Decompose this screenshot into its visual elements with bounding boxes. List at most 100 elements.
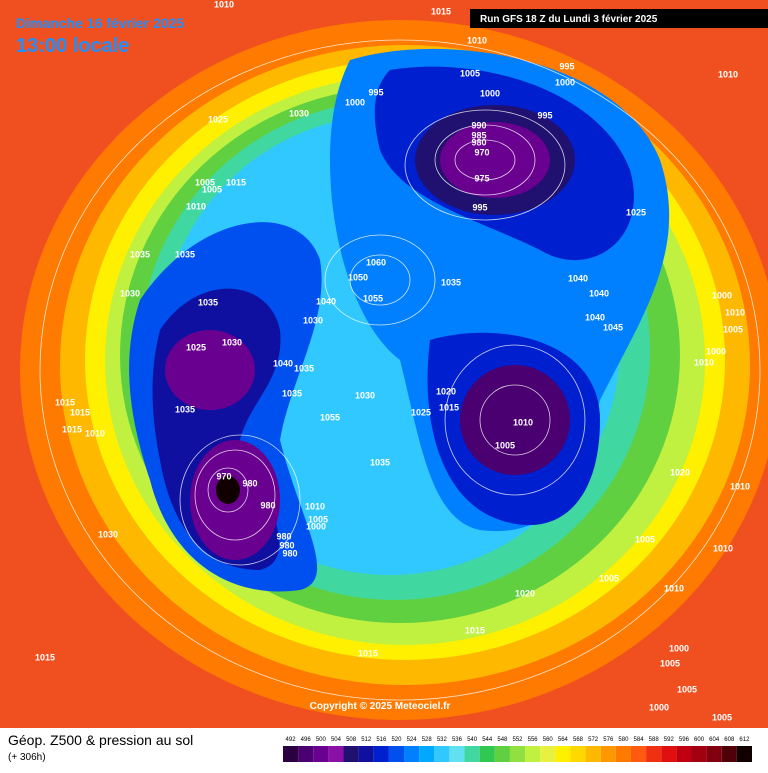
isobar-label: 1040 bbox=[585, 312, 605, 322]
isobar-label: 1035 bbox=[198, 297, 218, 307]
isobar-label: 1010 bbox=[467, 35, 487, 45]
scale-swatch bbox=[600, 746, 616, 762]
isobar-label: 1005 bbox=[712, 712, 732, 722]
scale-label: 524 bbox=[407, 737, 418, 743]
isobar-label: 1000 bbox=[706, 346, 726, 356]
scale-label: 544 bbox=[482, 737, 493, 743]
scale-label: 516 bbox=[376, 737, 387, 743]
isobar-label: 1015 bbox=[431, 6, 451, 16]
isobar-label: 1000 bbox=[345, 97, 365, 107]
scale-label: 548 bbox=[497, 737, 508, 743]
isobar-label: 1040 bbox=[273, 358, 293, 368]
low-center bbox=[216, 476, 240, 504]
scale-label: 576 bbox=[603, 737, 614, 743]
isobar-label: 1055 bbox=[363, 293, 383, 303]
scale-label: 508 bbox=[346, 737, 357, 743]
isobar-label: 1030 bbox=[303, 315, 323, 325]
scale-label: 588 bbox=[649, 737, 660, 743]
scale-label: 504 bbox=[331, 737, 342, 743]
isobar-label: 1035 bbox=[130, 249, 150, 259]
scale-swatch bbox=[706, 746, 722, 762]
isobar-label: 1010 bbox=[664, 583, 684, 593]
isobar-label: 1035 bbox=[175, 249, 195, 259]
footer: Géop. Z500 & pression au sol (+ 306h) 49… bbox=[0, 728, 768, 768]
scale-label: 600 bbox=[694, 737, 705, 743]
isobar-label: 1010 bbox=[694, 357, 714, 367]
isobar-label: 1035 bbox=[294, 363, 314, 373]
scale-swatch bbox=[434, 746, 450, 762]
isobar-label: 1030 bbox=[289, 108, 309, 118]
isobar-label: 1025 bbox=[208, 114, 228, 124]
scale-swatch bbox=[615, 746, 631, 762]
scale-label: 556 bbox=[528, 737, 539, 743]
scale-swatch bbox=[555, 746, 571, 762]
isobar-label: 1010 bbox=[718, 69, 738, 79]
scale-swatch bbox=[358, 746, 374, 762]
scale-label: 564 bbox=[558, 737, 569, 743]
isobar-label: 1005 bbox=[677, 684, 697, 694]
scale-swatch bbox=[388, 746, 405, 762]
isobar-label: 980 bbox=[276, 531, 291, 541]
scale-label: 560 bbox=[543, 737, 554, 743]
isobar-label: 1015 bbox=[62, 424, 82, 434]
isobar-label: 1035 bbox=[441, 277, 461, 287]
isobar-label: 1010 bbox=[725, 307, 745, 317]
scale-label: 608 bbox=[724, 737, 735, 743]
isobar-label: 995 bbox=[537, 110, 552, 120]
isobar-label: 1000 bbox=[555, 77, 575, 87]
scale-label: 568 bbox=[573, 737, 584, 743]
isobar-label: 1035 bbox=[370, 457, 390, 467]
isobar-label: 1000 bbox=[669, 643, 689, 653]
scale-swatch bbox=[585, 746, 601, 762]
isobar-label: 1010 bbox=[85, 428, 105, 438]
scale-label: 580 bbox=[618, 737, 629, 743]
isobar-label: 1040 bbox=[316, 296, 336, 306]
isobar-label: 1040 bbox=[589, 288, 609, 298]
scale-swatch bbox=[525, 746, 541, 762]
scale-swatch bbox=[479, 746, 495, 762]
isobar-label: 1015 bbox=[35, 652, 55, 662]
isobar-label: 980 bbox=[279, 540, 294, 550]
contour-band bbox=[440, 122, 550, 198]
lead-time: (+ 306h) bbox=[8, 752, 46, 763]
isobar-label: 1005 bbox=[308, 514, 328, 524]
isobar-label: 1005 bbox=[635, 534, 655, 544]
scale-swatch bbox=[328, 746, 344, 762]
isobar-label: 1010 bbox=[713, 543, 733, 553]
isobar-label: 1020 bbox=[515, 588, 535, 598]
isobar-label: 1020 bbox=[670, 467, 690, 477]
scale-swatch bbox=[298, 746, 314, 762]
scale-label: 584 bbox=[634, 737, 645, 743]
date-label: Dimanche 16 février 2025 bbox=[16, 15, 184, 31]
isobar-label: 1005 bbox=[599, 573, 619, 583]
isobars bbox=[39, 39, 761, 701]
scale-swatch bbox=[449, 746, 465, 762]
isobar-label: 1015 bbox=[226, 177, 246, 187]
run-info: Run GFS 18 Z du Lundi 3 février 2025 bbox=[480, 14, 658, 25]
scale-label: 552 bbox=[512, 737, 523, 743]
isobar-label: 995 bbox=[472, 202, 487, 212]
isobar-label: 975 bbox=[474, 173, 489, 183]
isobar-label: 1020 bbox=[436, 386, 456, 396]
map: 1010101510109951005100010109951000100010… bbox=[0, 0, 768, 728]
scale-label: 496 bbox=[301, 737, 312, 743]
isobar-label: 1040 bbox=[568, 273, 588, 283]
product-title: Géop. Z500 & pression au sol bbox=[8, 732, 193, 748]
isobar-label: 1030 bbox=[222, 337, 242, 347]
scale-swatch bbox=[343, 746, 359, 762]
isobar-label: 1000 bbox=[480, 88, 500, 98]
isobar-label: 1025 bbox=[411, 407, 431, 417]
isobar-label: 1015 bbox=[465, 625, 485, 635]
scale-label: 540 bbox=[467, 737, 478, 743]
scale-swatch bbox=[419, 746, 435, 762]
isobar-label: 1005 bbox=[723, 324, 743, 334]
isobar-label: 1000 bbox=[649, 702, 669, 712]
scale-swatch bbox=[540, 746, 556, 762]
scale-swatch bbox=[691, 746, 707, 762]
scale-label: 536 bbox=[452, 737, 463, 743]
isobar-label: 1060 bbox=[366, 257, 386, 267]
isobar-labels: 1010101510109951005100010109951000100010… bbox=[35, 0, 750, 722]
isobar-label: 970 bbox=[474, 147, 489, 157]
scale-swatch bbox=[630, 746, 647, 762]
